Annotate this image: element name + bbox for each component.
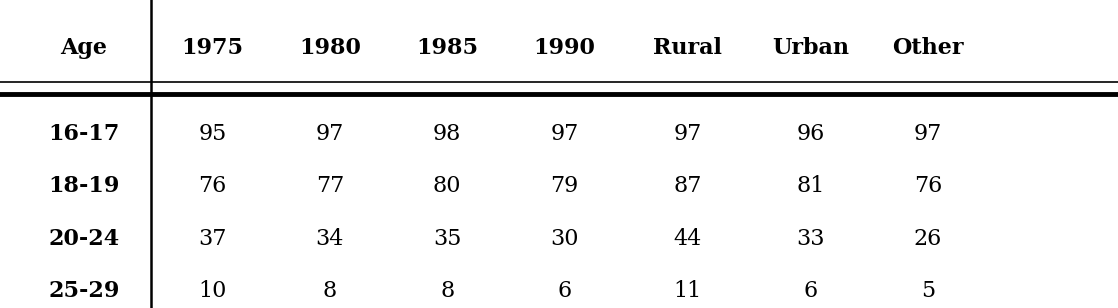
Text: Age: Age: [60, 37, 107, 59]
Text: 26: 26: [913, 228, 942, 250]
Text: 8: 8: [323, 280, 337, 302]
Text: 37: 37: [198, 228, 227, 250]
Text: Other: Other: [892, 37, 964, 59]
Text: 87: 87: [673, 175, 702, 197]
Text: 98: 98: [433, 123, 462, 145]
Text: 80: 80: [433, 175, 462, 197]
Text: Urban: Urban: [773, 37, 849, 59]
Text: 1990: 1990: [533, 37, 596, 59]
Text: 76: 76: [913, 175, 942, 197]
Text: 30: 30: [550, 228, 579, 250]
Text: 8: 8: [440, 280, 454, 302]
Text: 76: 76: [198, 175, 227, 197]
Text: 97: 97: [673, 123, 702, 145]
Text: 20-24: 20-24: [48, 228, 120, 250]
Text: 18-19: 18-19: [48, 175, 120, 197]
Text: 81: 81: [796, 175, 825, 197]
Text: 5: 5: [921, 280, 935, 302]
Text: 34: 34: [315, 228, 344, 250]
Text: 44: 44: [673, 228, 702, 250]
Text: 11: 11: [673, 280, 702, 302]
Text: 97: 97: [550, 123, 579, 145]
Text: 1975: 1975: [181, 37, 244, 59]
Text: 35: 35: [433, 228, 462, 250]
Text: 6: 6: [558, 280, 571, 302]
Text: 97: 97: [913, 123, 942, 145]
Text: 25-29: 25-29: [48, 280, 120, 302]
Text: 6: 6: [804, 280, 817, 302]
Text: Rural: Rural: [653, 37, 722, 59]
Text: 97: 97: [315, 123, 344, 145]
Text: 96: 96: [796, 123, 825, 145]
Text: 1980: 1980: [299, 37, 361, 59]
Text: 33: 33: [796, 228, 825, 250]
Text: 1985: 1985: [416, 37, 479, 59]
Text: 95: 95: [198, 123, 227, 145]
Text: 77: 77: [315, 175, 344, 197]
Text: 79: 79: [550, 175, 579, 197]
Text: 10: 10: [198, 280, 227, 302]
Text: 16-17: 16-17: [48, 123, 120, 145]
